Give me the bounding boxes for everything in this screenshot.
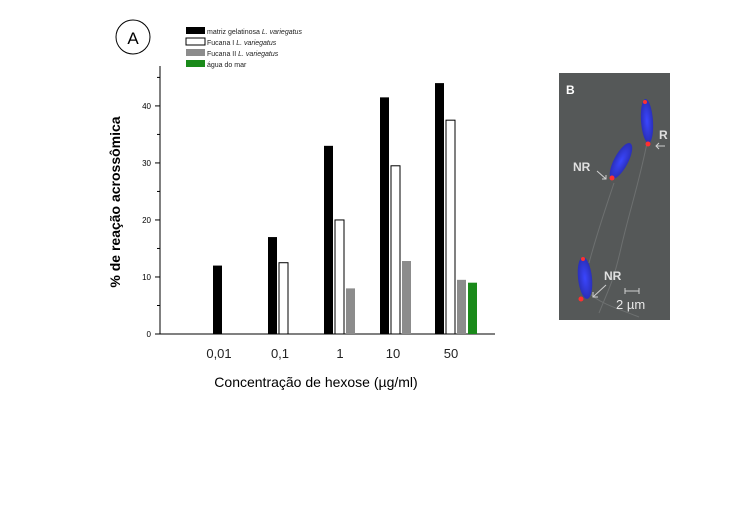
legend: matriz gelatinosa L. variegatus Fucana I … [185,27,302,69]
sperm-cell [609,143,633,179]
bar-3-1 [346,288,355,334]
cell-label-nr: NR [604,269,622,283]
x-tick-label: 10 [386,346,400,361]
legend-swatch [186,60,205,67]
x-axis-label: Concentração de hexose (µg/ml) [214,374,417,390]
legend-entry: matriz gelatinosa L. variegatus [207,29,302,36]
legend-entry: Fucana I L. variegatus [207,40,277,47]
y-tick-label: 10 [142,273,151,282]
bar-3-10 [402,261,411,334]
bar-1-50 [435,83,444,334]
panel-b-label: B [566,83,575,97]
arrow-icon [592,284,607,298]
bar-2-1 [334,219,345,335]
scale-bar-label: 2 µm [616,297,645,312]
bar-1-10 [380,97,389,335]
bar-1-1 [324,145,333,334]
bar-2-0,1 [278,262,289,335]
sperm-cell [577,257,593,299]
legend-entry: Fucana II L. variegatus [207,51,279,58]
panel-a-circle [115,19,151,55]
bar-2-50 [445,119,456,335]
x-tick-label: 50 [444,346,458,361]
acrosome-dot [578,296,584,302]
x-tick-label: 1 [336,346,343,361]
cell-label-nr: NR [573,160,591,174]
y-axis-label: % de reação acrossômica [107,116,123,287]
x-tick-label: 0,01 [206,346,231,361]
arrow-icon [596,170,607,180]
bar-1-0,01 [213,265,222,334]
bar-2-10 [390,165,401,335]
bar-chart: A matriz gelatinosa L. variegatus Fucana … [107,19,495,390]
acrosome-dot [643,100,647,104]
y-tick-label: 40 [142,102,151,111]
flagellum [588,182,615,264]
flagellum [588,292,640,318]
y-tick-label: 30 [142,159,151,168]
acrosome-dot [609,175,615,181]
legend-swatch [186,49,205,56]
micrograph-panel-b: B R NR NR 2 µm [559,73,670,320]
legend-swatch [186,27,205,34]
acrosome-dot [645,141,651,147]
acrosome-dot [581,257,585,261]
sperm-cell [640,99,654,143]
bar-1-0,1 [268,237,277,334]
cell-label-r: R [659,128,668,142]
legend-swatch [185,37,206,46]
y-tick-label: 0 [147,330,152,339]
flagellum [598,142,648,314]
arrow-icon [655,142,665,150]
x-tick-label: 0,1 [271,346,289,361]
bar-3-50 [457,279,466,334]
bar-4-50 [468,282,477,334]
legend-entry: água do mar [207,62,247,69]
y-tick-label: 20 [142,216,151,225]
panel-a-label: A [127,29,139,48]
